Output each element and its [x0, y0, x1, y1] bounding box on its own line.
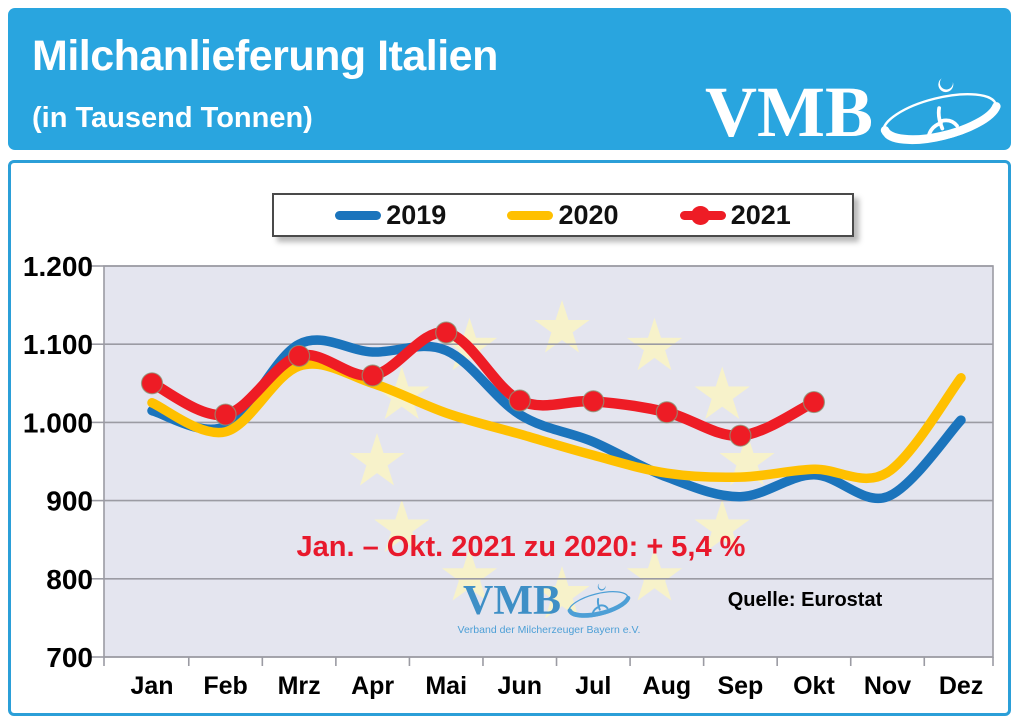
eu-star-icon — [349, 433, 405, 486]
data-point-2021-Mrz — [288, 344, 311, 368]
chart-legend: 2019 2020 2021 — [272, 193, 854, 237]
legend-label: 2019 — [386, 199, 447, 230]
header-banner: Milchanlieferung Italien (in Tausend Ton… — [8, 8, 1011, 150]
eu-star-icon — [626, 548, 683, 601]
data-point-2021-Feb — [214, 403, 237, 426]
x-axis-label: Jul — [575, 672, 611, 700]
x-axis-label: Aug — [643, 672, 692, 700]
y-axis-label: 900 — [46, 486, 93, 517]
vmb-watermark-emblem-icon — [567, 583, 631, 618]
page-subtitle: (in Tausend Tonnen) — [32, 102, 313, 134]
vmb-logo-text: VMB — [705, 72, 873, 152]
data-point-2021-Jan — [140, 372, 164, 395]
x-axis-label: Nov — [864, 672, 911, 700]
data-point-2021-Aug — [655, 401, 678, 424]
y-axis-label: 1.200 — [23, 251, 93, 282]
vmb-logo: VMB — [705, 70, 1007, 154]
legend-swatch-2020 — [507, 210, 554, 220]
data-point-2021-Sep — [729, 424, 752, 447]
eu-star-icon — [534, 566, 590, 619]
legend-label: 2020 — [558, 199, 619, 230]
x-axis-label: Mrz — [278, 672, 321, 700]
plot-border — [103, 265, 994, 658]
data-point-2021-Apr — [361, 364, 384, 387]
legend-item-2019: 2019 — [335, 200, 446, 231]
series-line-2019 — [147, 335, 966, 504]
x-axis-label: Jan — [130, 672, 173, 700]
chart-annotation: Jan. – Okt. 2021 zu 2020: + 5,4 % — [296, 531, 746, 563]
series-line-2020 — [147, 359, 966, 484]
x-axis-label: Feb — [203, 672, 247, 700]
y-axis-label: 1.000 — [23, 407, 93, 438]
eu-star-icon — [719, 433, 775, 486]
eu-star-icon — [441, 548, 498, 601]
x-axis-label: Mai — [425, 672, 467, 700]
eu-star-icon — [534, 300, 590, 353]
data-point-2021-Jun — [508, 389, 531, 412]
legend-marker-dot — [690, 205, 710, 225]
data-point-2021-Okt — [802, 390, 826, 414]
vmb-watermark: VMB Verband der Milcherzeuger Bayern e.V… — [449, 579, 649, 636]
legend-item-2020: 2020 — [507, 199, 619, 231]
source-label: Quelle: Eurostat — [727, 589, 883, 611]
x-axis-label: Sep — [717, 672, 763, 700]
legend-swatch-2019 — [335, 210, 382, 220]
data-point-2021-Mai — [435, 321, 458, 344]
y-axis-label: 800 — [46, 564, 93, 595]
eu-star-icon — [694, 499, 750, 552]
vmb-watermark-row: VMB — [463, 579, 635, 623]
x-axis-label: Jun — [498, 672, 542, 700]
x-axis-label: Dez — [939, 672, 983, 700]
vmb-emblem-icon — [880, 78, 1001, 145]
y-axis-label: 700 — [46, 642, 93, 673]
x-axis-label: Okt — [793, 672, 835, 700]
eu-star-icon — [374, 499, 430, 552]
data-point-2021-Jul — [582, 390, 605, 413]
series-line-2021 — [146, 327, 820, 441]
legend-swatch-2021 — [679, 205, 726, 225]
chart-panel: 1.200 1.100 1.000 900 800 700 Jan Feb Mrz Apr Mai J… — [8, 160, 1011, 716]
x-axis: Jan Feb Mrz Apr Mai Jun Jul Aug Sep Okt Nov Dez — [103, 657, 994, 700]
vmb-watermark-text: VMB — [463, 578, 561, 624]
x-axis-label: Apr — [351, 672, 394, 700]
vmb-watermark-caption: Verband der Milcherzeuger Bayern e.V. — [457, 624, 641, 636]
legend-label: 2021 — [730, 199, 791, 230]
page-title: Milchanlieferung Italien — [32, 32, 498, 80]
legend-item-2021: 2021 — [679, 199, 791, 231]
eu-star-icon — [694, 366, 750, 419]
y-axis-label: 1.100 — [23, 329, 93, 360]
